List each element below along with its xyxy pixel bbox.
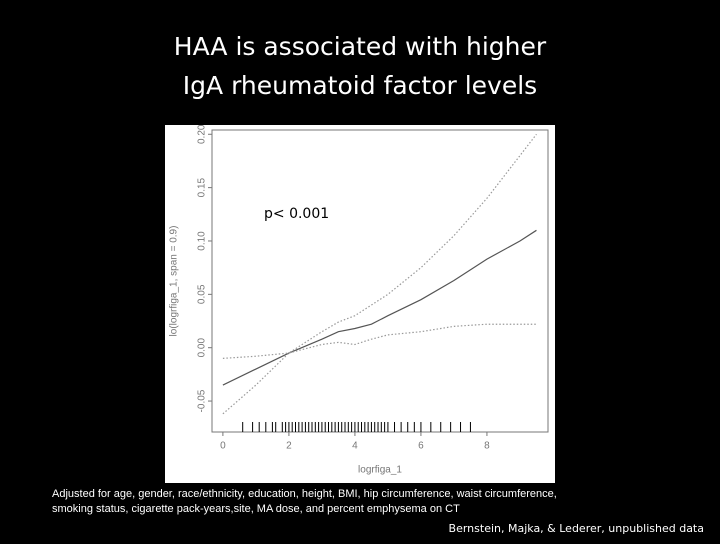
citation: Bernstein, Majka, & Lederer, unpublished… [449, 522, 704, 535]
x-tick-label: 8 [484, 441, 490, 452]
y-axis-label: lo(logrfiga_1, span = 0.9) [169, 226, 180, 337]
y-tick-label: 0.15 [197, 177, 208, 197]
y-tick-label: -0.05 [197, 389, 208, 412]
footnote-line: smoking status, cigarette pack-years,sit… [52, 503, 460, 515]
title-line: IgA rheumatoid factor levels [183, 71, 537, 100]
x-tick-label: 2 [286, 441, 292, 452]
plot-frame [211, 129, 549, 433]
y-tick-label: 0.20 [197, 124, 208, 144]
x-tick-label: 6 [418, 441, 424, 452]
y-tick-label: 0.05 [197, 284, 208, 304]
title-line: HAA is associated with higher [174, 32, 547, 61]
series-line [222, 323, 537, 359]
footnote-line: Adjusted for age, gender, race/ethnicity… [52, 488, 557, 500]
series-line [222, 133, 537, 415]
y-tick-label: 0.00 [197, 338, 208, 358]
series-line [222, 229, 537, 386]
y-tick-label: 0.10 [197, 231, 208, 251]
annotation: p< 0.001 [264, 206, 329, 222]
x-tick-label: 4 [352, 441, 358, 452]
plot-background [165, 125, 555, 483]
x-axis-label: logrfiga_1 [358, 465, 402, 476]
x-tick-label: 0 [220, 441, 226, 452]
